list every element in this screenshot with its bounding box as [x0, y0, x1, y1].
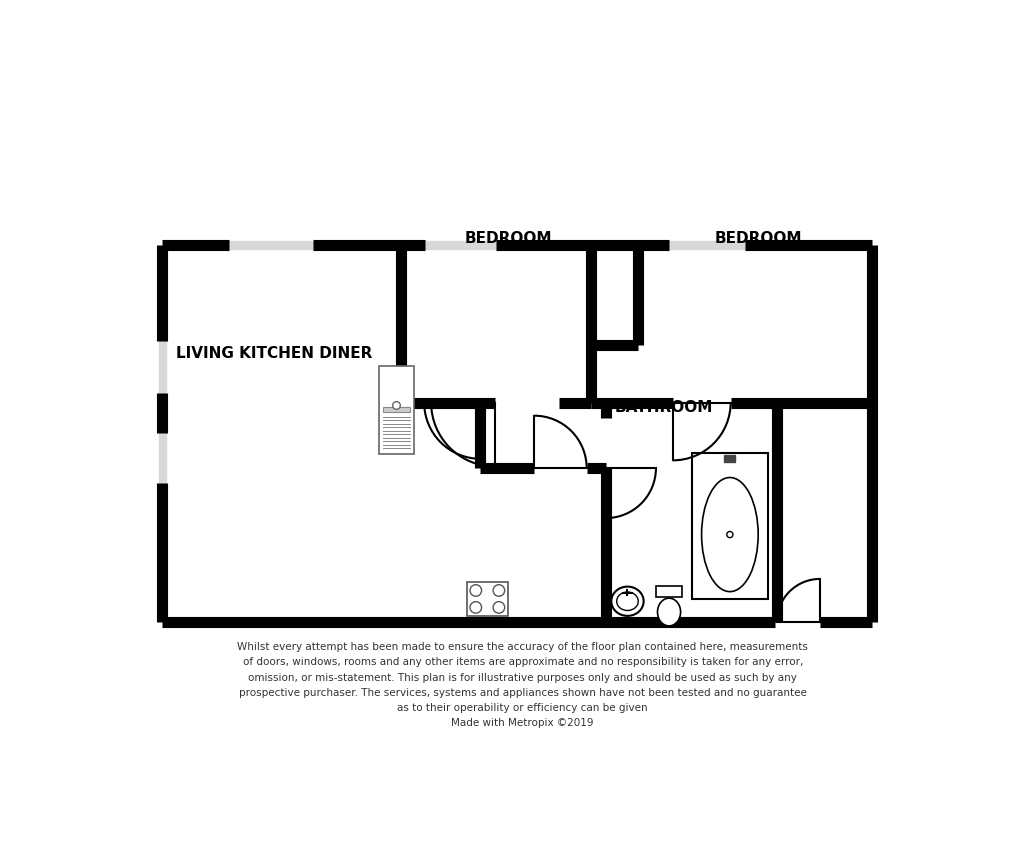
- Ellipse shape: [616, 592, 638, 611]
- Bar: [466, 582, 507, 616]
- Text: BEDROOM: BEDROOM: [465, 231, 552, 246]
- Bar: [228, 241, 313, 249]
- Bar: [383, 407, 410, 412]
- Bar: [723, 455, 735, 462]
- Bar: [668, 241, 744, 249]
- Circle shape: [492, 602, 504, 613]
- Circle shape: [470, 602, 481, 613]
- Circle shape: [727, 531, 733, 538]
- Ellipse shape: [657, 598, 680, 626]
- Ellipse shape: [610, 586, 643, 616]
- Text: BATHROOM: BATHROOM: [614, 400, 712, 415]
- Bar: [158, 341, 166, 393]
- Bar: [158, 433, 166, 483]
- Circle shape: [470, 585, 481, 596]
- Bar: [378, 365, 414, 454]
- Bar: [692, 453, 767, 599]
- Text: BEDROOM: BEDROOM: [714, 231, 801, 246]
- Bar: [425, 241, 495, 249]
- Text: LIVING KITCHEN DINER: LIVING KITCHEN DINER: [175, 346, 372, 361]
- Text: Whilst every attempt has been made to ensure the accuracy of the floor plan cont: Whilst every attempt has been made to en…: [237, 642, 807, 728]
- Bar: [655, 585, 682, 596]
- Ellipse shape: [701, 477, 757, 591]
- Circle shape: [492, 585, 504, 596]
- Circle shape: [392, 402, 399, 409]
